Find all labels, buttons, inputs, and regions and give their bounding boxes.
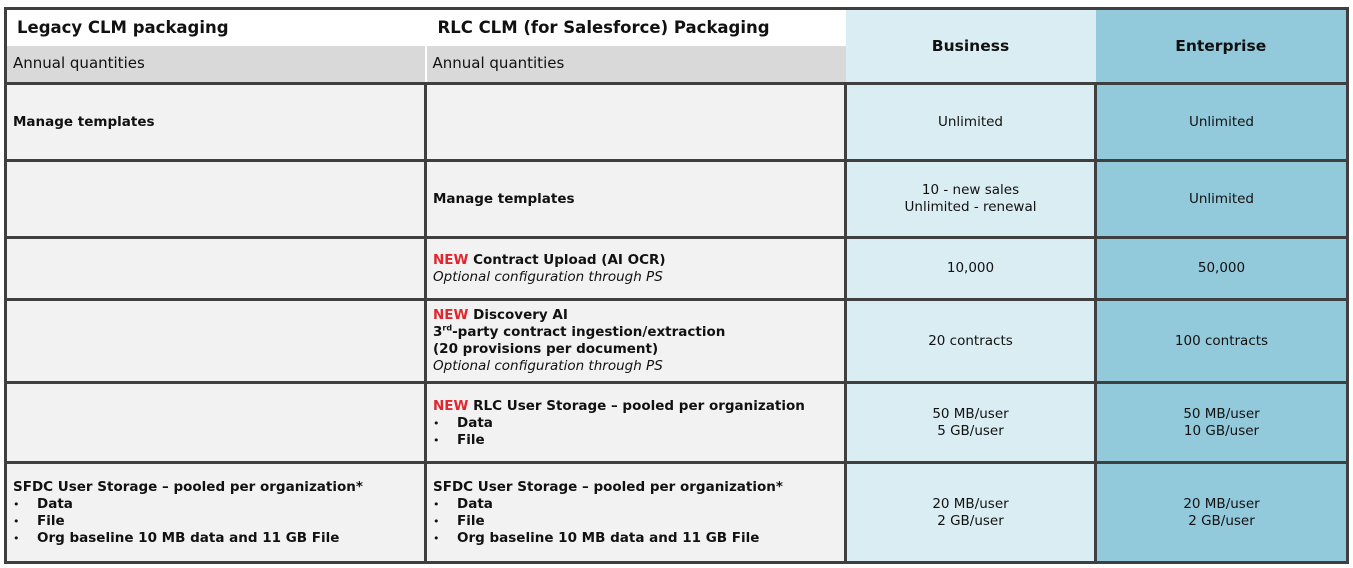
bullet-item: File	[13, 513, 418, 530]
business-value: 10 - new sales Unlimited - renewal	[844, 159, 1097, 239]
business-value: 20 MB/user 2 GB/user	[844, 461, 1097, 564]
table-row: NEW Discovery AI 3rd-party contract inge…	[4, 298, 1349, 384]
table-row: Manage templates Unlimited Unlimited	[4, 82, 1349, 162]
rlc-feature: NEW Discovery AI 3rd-party contract inge…	[424, 298, 847, 384]
bullet-list: Data File Org baseline 10 MB data and 11…	[433, 496, 838, 547]
new-badge: NEW	[433, 307, 469, 323]
table-row: SFDC User Storage – pooled per organizat…	[4, 461, 1349, 564]
legacy-feature: Manage templates	[4, 82, 427, 162]
feature-note: Optional configuration through PS	[433, 268, 663, 285]
bullet-item: Org baseline 10 MB data and 11 GB File	[433, 530, 838, 547]
bullet-list: Data File	[433, 415, 838, 449]
business-header: Business	[845, 7, 1096, 85]
bullet-item: Data	[433, 496, 838, 513]
packaging-comparison-table: Legacy CLM packaging RLC CLM (for Salesf…	[4, 7, 1349, 564]
new-badge: NEW	[433, 398, 469, 414]
rlc-subheader: Annual quantities	[425, 45, 846, 85]
bullet-item: File	[433, 513, 838, 530]
legacy-header-title: Legacy CLM packaging	[4, 7, 426, 46]
bullet-item: Data	[433, 415, 838, 432]
bullet-list: Data File Org baseline 10 MB data and 11…	[13, 496, 418, 547]
enterprise-value: Unlimited	[1094, 159, 1349, 239]
business-value: 10,000	[844, 236, 1097, 301]
rlc-feature: NEW Contract Upload (AI OCR) Optional co…	[424, 236, 847, 301]
bullet-item: Org baseline 10 MB data and 11 GB File	[13, 530, 418, 547]
new-badge: NEW	[433, 251, 469, 268]
enterprise-value: Unlimited	[1094, 82, 1349, 162]
rlc-feature: Manage templates	[424, 159, 847, 239]
rlc-header-title: RLC CLM (for Salesforce) Packaging	[425, 7, 846, 46]
legacy-feature	[4, 159, 427, 239]
business-value: 50 MB/user 5 GB/user	[844, 381, 1097, 464]
table-row: NEW Contract Upload (AI OCR) Optional co…	[4, 236, 1349, 301]
rlc-feature: NEW RLC User Storage – pooled per organi…	[424, 381, 847, 464]
legacy-feature	[4, 236, 427, 301]
enterprise-value: 50,000	[1094, 236, 1349, 301]
legacy-subheader: Annual quantities	[4, 45, 427, 85]
rlc-feature	[424, 82, 847, 162]
table-row: Manage templates 10 - new sales Unlimite…	[4, 159, 1349, 239]
enterprise-value: 20 MB/user 2 GB/user	[1094, 461, 1349, 564]
table-row: NEW RLC User Storage – pooled per organi…	[4, 381, 1349, 464]
bullet-item: File	[433, 432, 838, 449]
enterprise-header: Enterprise	[1095, 7, 1349, 85]
business-value: Unlimited	[844, 82, 1097, 162]
bullet-item: Data	[13, 496, 418, 513]
rlc-feature: SFDC User Storage – pooled per organizat…	[424, 461, 847, 564]
legacy-feature	[4, 381, 427, 464]
feature-note: Optional configuration through PS	[433, 358, 663, 374]
business-value: 20 contracts	[844, 298, 1097, 384]
enterprise-value: 50 MB/user 10 GB/user	[1094, 381, 1349, 464]
enterprise-value: 100 contracts	[1094, 298, 1349, 384]
legacy-feature	[4, 298, 427, 384]
legacy-feature: SFDC User Storage – pooled per organizat…	[4, 461, 427, 564]
